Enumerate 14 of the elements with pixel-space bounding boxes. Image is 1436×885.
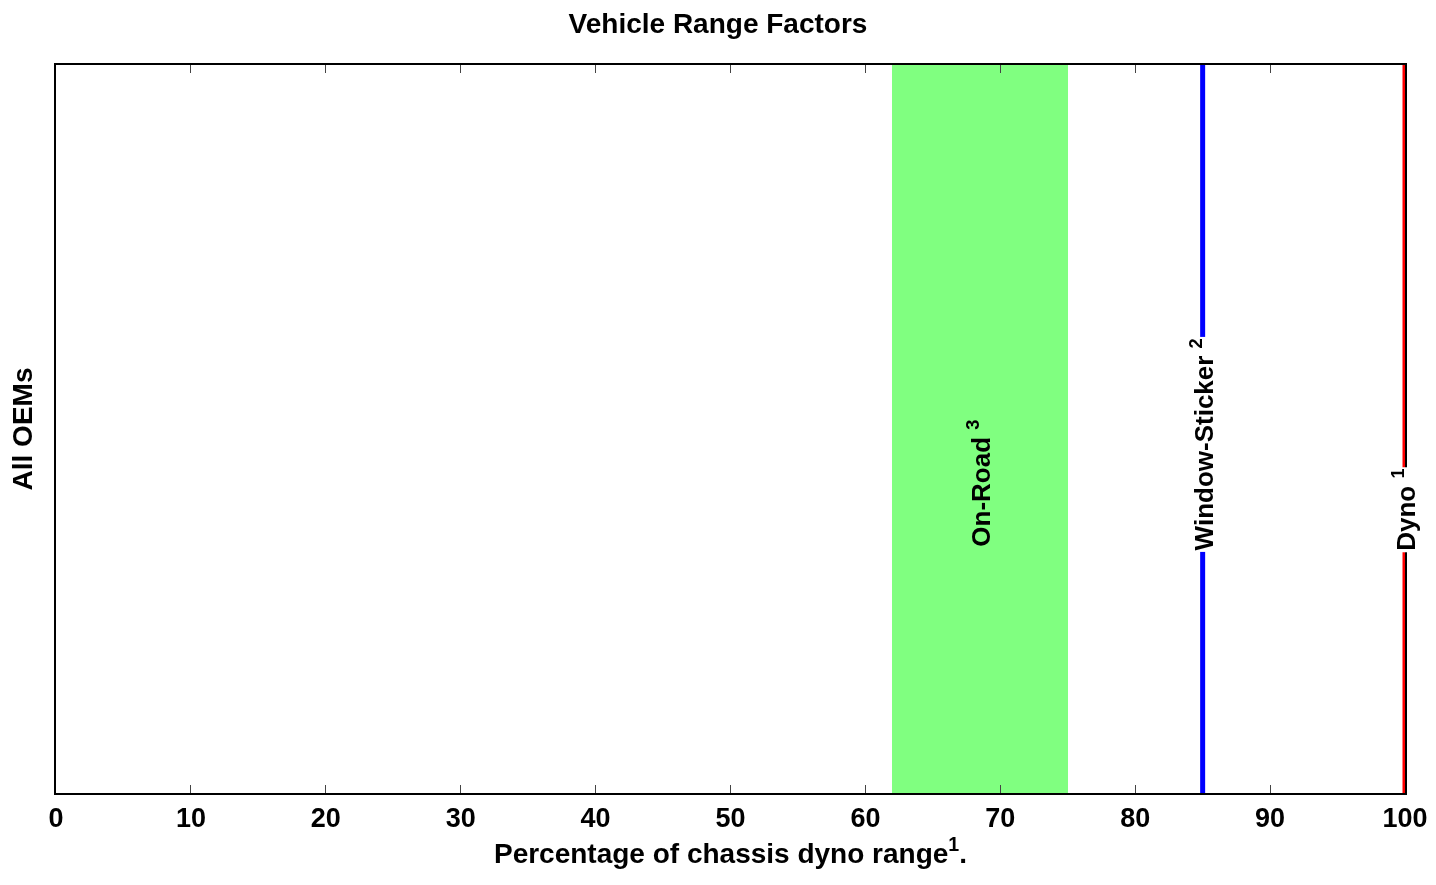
chart-title: Vehicle Range Factors	[568, 7, 868, 39]
x-tick-label: 70	[985, 803, 1016, 834]
x-tick-label: 40	[580, 803, 611, 834]
x-tick-label: 20	[310, 803, 341, 834]
x-tick-label: 60	[850, 803, 881, 834]
x-tick-label: 10	[175, 803, 206, 834]
x-tick-label: 30	[445, 803, 476, 834]
x-tick-label: 90	[1255, 803, 1286, 834]
y-axis-title: All OEMs	[7, 367, 39, 491]
x-tick-label: 0	[48, 803, 64, 834]
x-tick-label: 100	[1382, 803, 1428, 834]
x-tick-label: 80	[1120, 803, 1151, 834]
x-axis-title: Percentage of chassis dyno range$^{1}$.	[493, 833, 968, 869]
x-tick-label: 50	[715, 803, 746, 834]
